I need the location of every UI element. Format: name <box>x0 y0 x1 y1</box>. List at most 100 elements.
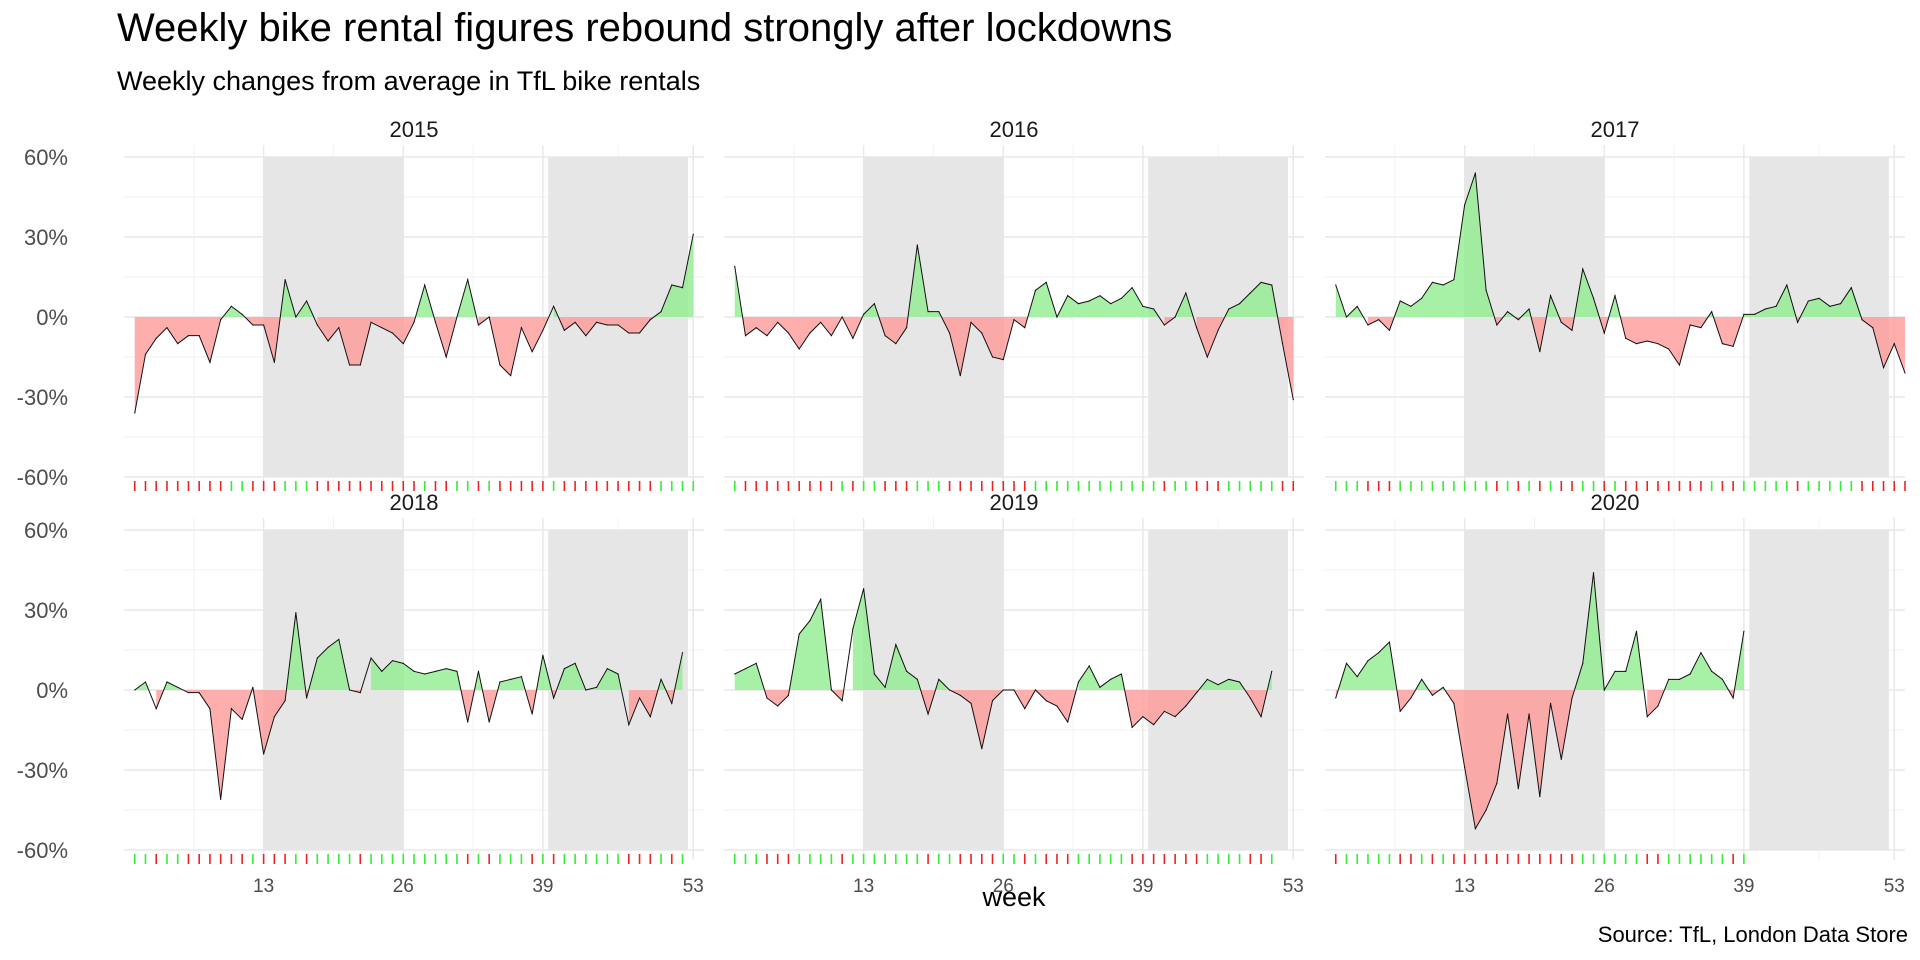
data-point <box>617 324 619 326</box>
data-point <box>692 233 694 235</box>
data-point <box>1603 332 1605 334</box>
data-point <box>595 686 598 688</box>
data-point <box>348 364 351 366</box>
data-point <box>1013 689 1015 691</box>
x-tick-label: 13 <box>853 876 874 897</box>
data-point <box>1517 319 1519 321</box>
data-point <box>649 716 651 718</box>
data-point <box>1539 796 1541 798</box>
data-point <box>830 335 833 337</box>
data-point <box>948 332 951 334</box>
data-point <box>1163 324 1165 326</box>
x-tick-label: 53 <box>1283 876 1304 897</box>
data-point <box>1807 300 1809 302</box>
data-point <box>1721 343 1724 345</box>
data-point <box>144 353 147 355</box>
data-point <box>606 324 608 326</box>
data-point <box>574 321 576 323</box>
data-point <box>456 670 458 672</box>
data-point <box>1485 809 1487 811</box>
data-point <box>1861 319 1863 321</box>
data-point <box>1764 308 1766 310</box>
data-point <box>1088 300 1090 302</box>
data-point <box>927 311 929 313</box>
data-point <box>681 287 684 289</box>
data-point <box>488 316 490 318</box>
data-point <box>1872 327 1874 329</box>
negative-area <box>134 317 654 413</box>
data-point <box>284 700 286 702</box>
data-point <box>1549 295 1552 297</box>
x-tick-label: 53 <box>1884 876 1905 897</box>
data-point <box>563 329 565 331</box>
data-point <box>927 713 929 715</box>
data-point <box>798 633 800 635</box>
data-point <box>585 689 587 691</box>
data-point <box>1614 295 1616 297</box>
data-point <box>510 678 512 680</box>
data-point <box>1281 343 1284 345</box>
data-point <box>1528 308 1530 310</box>
data-point <box>1378 319 1380 321</box>
y-tick-label: 0% <box>36 305 68 330</box>
data-point <box>1335 697 1337 699</box>
x-tick-label: 26 <box>1594 876 1615 897</box>
strip-label-2017: 2017 <box>1591 117 1640 142</box>
data-point <box>263 324 265 326</box>
data-point <box>263 753 265 755</box>
data-point <box>959 694 961 696</box>
data-point <box>1668 348 1670 350</box>
data-point <box>424 284 426 286</box>
data-point <box>273 361 275 363</box>
panel-2015: 2015 -60% -30% 0% 30% 60% <box>17 117 704 491</box>
data-point <box>1635 630 1638 632</box>
data-point <box>402 662 404 664</box>
data-point <box>209 361 211 363</box>
data-point <box>1453 702 1455 704</box>
y-tick-label: -60% <box>17 465 68 490</box>
data-point <box>1345 662 1348 664</box>
data-point <box>177 686 179 688</box>
data-point <box>230 708 233 710</box>
data-point <box>531 351 533 353</box>
data-point <box>991 700 994 702</box>
data-point <box>1678 364 1681 366</box>
data-point <box>1485 289 1487 291</box>
data-point <box>938 311 940 313</box>
data-point <box>841 700 843 702</box>
data-point <box>787 332 790 334</box>
data-point <box>1185 705 1187 707</box>
data-point <box>1388 329 1391 331</box>
data-point <box>1882 367 1885 369</box>
data-point <box>1131 287 1133 289</box>
data-point <box>787 694 790 696</box>
data-point <box>809 332 811 334</box>
data-point <box>1174 716 1176 718</box>
data-point <box>305 300 308 302</box>
data-point <box>1142 716 1144 718</box>
data-point <box>305 697 308 699</box>
data-point <box>467 279 469 281</box>
data-point <box>1625 337 1627 339</box>
data-point <box>1238 681 1241 683</box>
data-point <box>1249 292 1251 294</box>
series-line <box>1335 172 1906 374</box>
rug <box>133 854 684 864</box>
data-points <box>734 244 1294 401</box>
data-points <box>1335 172 1906 374</box>
data-point <box>1185 292 1187 294</box>
data-point <box>671 284 673 286</box>
data-point <box>252 324 254 326</box>
data-point <box>1077 303 1080 305</box>
data-point <box>1099 686 1101 688</box>
x-tick-label: 13 <box>253 876 274 897</box>
data-point <box>681 652 684 654</box>
x-axis-title: week <box>981 882 1046 912</box>
rug <box>733 854 1273 864</box>
data-point <box>391 660 394 662</box>
data-point <box>1732 345 1734 347</box>
data-point <box>316 324 318 326</box>
data-point <box>1721 678 1724 680</box>
data-point <box>220 319 222 321</box>
